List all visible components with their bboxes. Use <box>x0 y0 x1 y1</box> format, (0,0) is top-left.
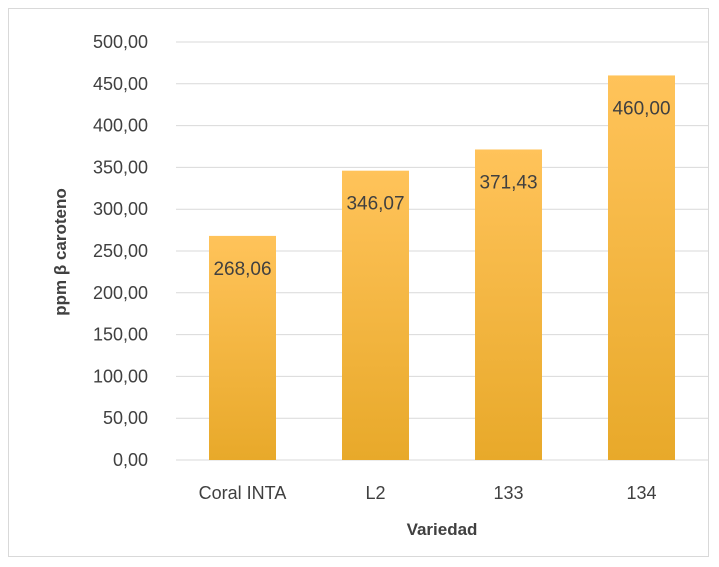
x-category-label: 134 <box>626 483 656 503</box>
data-label: 346,07 <box>346 194 404 215</box>
y-axis-tick-labels: 0,00 50,00 100,00 150,00 200,00 250,00 300,00 3… <box>93 32 148 470</box>
y-tick-label: 200,00 <box>93 283 148 303</box>
y-tick-label: 450,00 <box>93 74 148 94</box>
y-tick-label: 350,00 <box>93 157 148 177</box>
data-label: 371,43 <box>479 172 537 193</box>
data-label: 460,00 <box>612 98 670 119</box>
y-tick-label: 400,00 <box>93 116 148 136</box>
y-tick-label: 250,00 <box>93 241 148 261</box>
x-category-label: Coral INTA <box>199 483 287 503</box>
x-category-label: 133 <box>493 483 523 503</box>
data-label: 268,06 <box>213 259 271 280</box>
x-category-label: L2 <box>365 483 385 503</box>
x-axis-category-labels: Coral INTA L2 133 134 <box>199 483 657 503</box>
y-tick-label: 150,00 <box>93 325 148 345</box>
data-labels: 268,06 346,07 371,43 460,00 <box>213 98 670 279</box>
y-tick-label: 500,00 <box>93 32 148 52</box>
bar-133 <box>475 149 542 460</box>
y-tick-label: 300,00 <box>93 199 148 219</box>
x-axis-title: Variedad <box>407 520 478 539</box>
y-tick-label: 0,00 <box>113 450 148 470</box>
bars <box>209 75 675 460</box>
bar-coral-inta <box>209 235 276 460</box>
y-tick-label: 100,00 <box>93 366 148 386</box>
y-tick-label: 50,00 <box>103 408 148 428</box>
bar-l2 <box>342 170 409 460</box>
y-axis-title: ppm β caroteno <box>51 188 70 316</box>
bar-134 <box>608 75 675 460</box>
